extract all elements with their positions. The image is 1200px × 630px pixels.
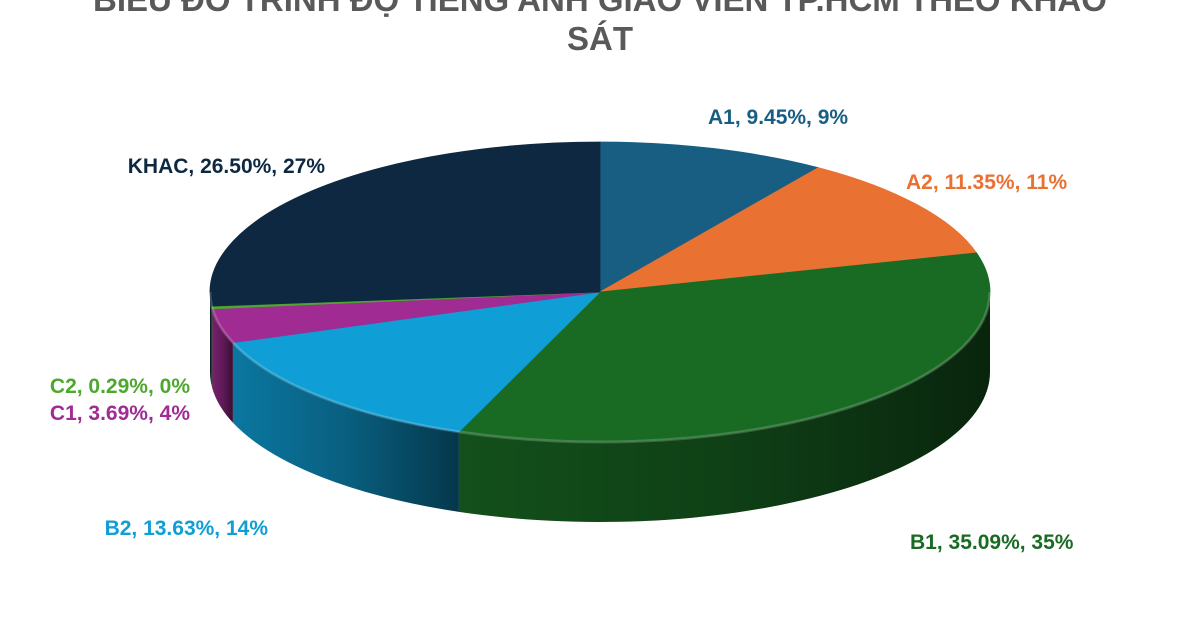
pie-slice-a1 bbox=[599, 141, 820, 293]
pie-top-faces bbox=[209, 141, 991, 443]
pie-side-b2 bbox=[232, 342, 459, 512]
pie-side-khac bbox=[210, 292, 212, 387]
data-label-c1: C1, 3.69%, 4% bbox=[50, 402, 190, 425]
pie-slice-khac bbox=[209, 141, 601, 307]
data-label-c2: C2, 0.29%, 0% bbox=[50, 375, 190, 398]
data-label-a1: A1, 9.45%, 9% bbox=[708, 106, 848, 129]
pie-side-walls bbox=[210, 292, 991, 522]
pie-slice-b2 bbox=[232, 291, 602, 433]
data-label-b2: B2, 13.63%, 14% bbox=[105, 517, 269, 540]
pie-slice-a2 bbox=[599, 167, 978, 293]
chart-title-line-2: SÁT bbox=[567, 20, 633, 57]
pie-side-b1 bbox=[458, 292, 991, 522]
chart-title-line-1: BIỂU ĐỒ TRÌNH ĐỘ TIẾNG ANH GIÁO VIÊN TP.… bbox=[0, 0, 1200, 22]
data-label-khac: KHAC, 26.50%, 27% bbox=[128, 155, 326, 178]
data-label-a2: A2, 11.35%, 11% bbox=[906, 171, 1067, 194]
pie-side-c2 bbox=[211, 306, 213, 389]
pie-slice-b1 bbox=[458, 252, 991, 443]
pie-rim-highlight bbox=[208, 291, 992, 444]
data-label-b1: B1, 35.09%, 35% bbox=[910, 531, 1074, 554]
